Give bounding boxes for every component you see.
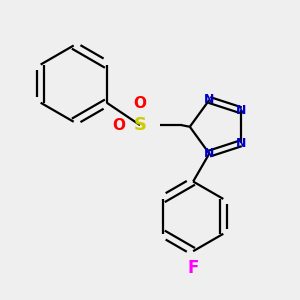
- Text: O: O: [112, 118, 125, 133]
- Text: O: O: [134, 96, 146, 111]
- Text: F: F: [188, 260, 199, 278]
- Text: N: N: [204, 94, 214, 106]
- Text: N: N: [204, 147, 214, 160]
- Text: S: S: [134, 116, 146, 134]
- Text: N: N: [236, 137, 246, 150]
- Text: N: N: [236, 104, 246, 117]
